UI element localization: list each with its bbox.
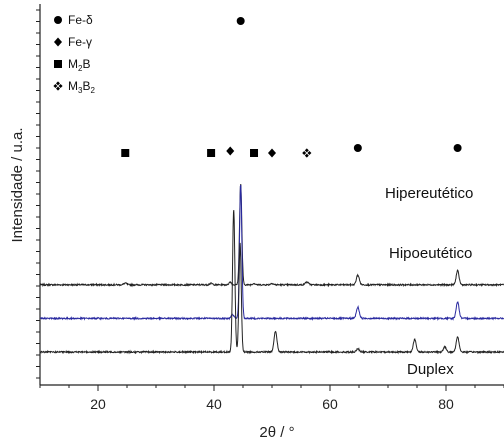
- x-tick-label: 60: [322, 396, 338, 412]
- phase-marker-square: [250, 149, 259, 157]
- phase-marker-square: [121, 149, 130, 157]
- series-label-1: Hipereutético: [385, 185, 473, 202]
- legend: Fe-δ Fe-γ M2B M3B2: [53, 13, 95, 95]
- legend-symbol-star-diamond: [53, 81, 63, 91]
- phase-marker-diamond: [268, 148, 276, 158]
- phase-marker-star-diamond: [302, 148, 312, 158]
- legend-symbol-square: [54, 60, 62, 68]
- series-group: [39, 184, 504, 355]
- x-tick-label: 80: [438, 396, 454, 412]
- phase-marker-square: [207, 149, 216, 157]
- x-axis-title: 2θ / °: [259, 424, 294, 441]
- series-labels-group: Hipereutético Hipoeutético Duplex: [385, 185, 473, 378]
- y-axis-title: Intensidade / u.a.: [9, 127, 26, 242]
- phase-markers-group: [121, 17, 462, 158]
- series-line-1: [39, 184, 504, 288]
- legend-label: Fe-δ: [68, 13, 93, 27]
- legend-label: M2B: [68, 57, 90, 73]
- series-label-3: Duplex: [407, 361, 454, 378]
- phase-marker-circle: [236, 17, 245, 25]
- x-tick-label: 40: [206, 396, 222, 412]
- phase-marker-circle: [453, 144, 462, 152]
- phase-marker-diamond: [226, 146, 235, 156]
- legend-symbol-diamond: [54, 37, 62, 47]
- legend-label: Fe-γ: [68, 35, 92, 49]
- phase-marker-circle: [353, 144, 362, 152]
- x-tick-label: 20: [90, 396, 106, 412]
- axes-group: 20 40 60 80: [36, 4, 504, 412]
- legend-symbol-circle: [54, 16, 62, 24]
- series-line-2: [39, 184, 504, 321]
- series-line-3: [39, 210, 504, 355]
- series-label-2: Hipoeutético: [389, 245, 472, 262]
- legend-label: M3B2: [68, 79, 95, 95]
